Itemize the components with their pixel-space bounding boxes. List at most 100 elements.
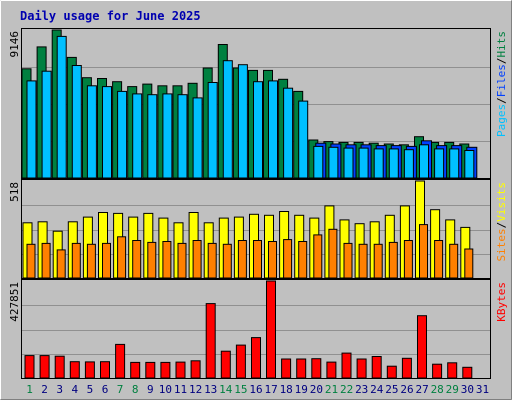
day-label-31: 31 <box>476 383 489 396</box>
bar-kbytes-day-24 <box>371 356 382 379</box>
day-label-6: 6 <box>102 383 109 396</box>
bar-pages-day-3 <box>56 35 67 179</box>
day-label-12: 12 <box>189 383 202 396</box>
bar-sites-day-12 <box>192 240 202 279</box>
bar-pages-day-29 <box>449 148 460 179</box>
panel-bottom: 427851 KBytes <box>8 279 508 379</box>
bar-pages-day-7 <box>117 90 128 179</box>
bar-kbytes-day-9 <box>145 361 156 379</box>
day-label-3: 3 <box>56 383 63 396</box>
day-label-19: 19 <box>295 383 308 396</box>
bar-pages-day-11 <box>177 94 188 179</box>
day-label-5: 5 <box>87 383 94 396</box>
bar-kbytes-day-1 <box>24 355 35 379</box>
bar-sites-day-29 <box>449 243 459 279</box>
day-label-13: 13 <box>204 383 217 396</box>
bar-pages-day-27 <box>419 144 429 179</box>
bar-kbytes-day-15 <box>235 344 246 379</box>
bar-sites-day-11 <box>177 242 187 279</box>
day-label-28: 28 <box>431 383 444 396</box>
day-label-26: 26 <box>400 383 413 396</box>
bar-sites-day-2 <box>41 242 51 279</box>
panel-middle: 518 Sites/Visits <box>8 179 508 279</box>
bar-pages-day-23 <box>358 147 369 179</box>
bar-sites-day-28 <box>434 240 444 279</box>
panel-middle-bars <box>22 180 474 279</box>
legend-sites: Sites <box>495 228 508 261</box>
bar-sites-day-17 <box>268 241 277 279</box>
day-label-11: 11 <box>174 383 187 396</box>
day-label-14: 14 <box>219 383 233 396</box>
day-label-16: 16 <box>249 383 262 396</box>
day-label-9: 9 <box>147 383 154 396</box>
bar-pages-day-21 <box>328 146 339 179</box>
panel-bottom-legend: KBytes <box>495 282 508 322</box>
bar-sites-day-26 <box>403 240 413 279</box>
bar-sites-day-21 <box>328 228 338 279</box>
day-label-27: 27 <box>415 383 428 396</box>
day-label-24: 24 <box>370 383 384 396</box>
bar-pages-day-22 <box>343 147 354 179</box>
day-label-25: 25 <box>385 383 398 396</box>
bar-pages-day-26 <box>403 149 414 179</box>
day-label-23: 23 <box>355 383 368 396</box>
bar-kbytes-day-5 <box>84 361 95 379</box>
bar-kbytes-day-16 <box>251 337 261 379</box>
bar-pages-day-20 <box>313 145 324 179</box>
day-label-30: 30 <box>461 383 474 396</box>
bar-pages-day-6 <box>102 86 112 179</box>
bar-sites-day-18 <box>283 239 293 279</box>
bar-sites-day-4 <box>71 242 81 279</box>
legend-hits: Hits <box>495 31 508 58</box>
bar-pages-day-10 <box>162 93 173 179</box>
bar-kbytes-day-6 <box>100 361 110 379</box>
bar-pages-day-13 <box>207 82 218 179</box>
bar-pages-day-8 <box>132 93 143 179</box>
legend-pages: Pages <box>495 104 508 137</box>
bar-sites-day-1 <box>26 243 36 279</box>
legend-files: Files <box>495 64 508 97</box>
bar-kbytes-day-4 <box>69 361 80 379</box>
bar-sites-day-30 <box>464 248 474 279</box>
bar-kbytes-day-7 <box>115 343 126 379</box>
bar-sites-day-27 <box>419 224 428 279</box>
day-label-4: 4 <box>71 383 78 396</box>
bar-kbytes-day-8 <box>130 361 141 379</box>
legend-separator: / <box>495 58 508 65</box>
bar-pages-day-2 <box>41 70 52 179</box>
bar-kbytes-day-22 <box>341 352 352 379</box>
panel-middle-legend: Sites/Visits <box>495 182 508 262</box>
bar-pages-day-16 <box>253 81 263 179</box>
bar-kbytes-day-11 <box>175 361 186 379</box>
day-label-15: 15 <box>234 383 247 396</box>
bar-sites-day-13 <box>207 242 217 279</box>
panel-top: 9146 Pages/Files/Hits <box>8 28 508 179</box>
bar-kbytes-day-13 <box>205 303 216 379</box>
bar-sites-day-24 <box>373 243 383 279</box>
bar-kbytes-day-10 <box>160 361 171 379</box>
bar-kbytes-day-2 <box>39 355 50 379</box>
day-label-2: 2 <box>41 383 48 396</box>
bar-sites-day-20 <box>313 234 323 279</box>
bar-pages-day-24 <box>373 148 384 179</box>
bar-sites-day-14 <box>222 243 232 279</box>
bar-sites-day-23 <box>358 243 368 279</box>
bar-kbytes-day-17 <box>266 280 276 379</box>
bar-kbytes-day-14 <box>220 350 231 379</box>
bar-pages-day-1 <box>26 80 37 179</box>
bar-pages-day-9 <box>147 94 158 179</box>
bar-sites-day-25 <box>388 241 398 279</box>
panel-bottom-y-max-label: 427851 <box>8 282 21 322</box>
bar-kbytes-day-30 <box>462 366 473 379</box>
panel-top-y-max-label: 9146 <box>8 31 21 58</box>
bar-sites-day-15 <box>237 240 247 279</box>
panel-middle-y-max-label: 518 <box>8 182 21 202</box>
legend-kbytes: KBytes <box>495 282 508 322</box>
bar-pages-day-25 <box>388 148 399 179</box>
bar-kbytes-day-28 <box>432 363 443 379</box>
bar-pages-day-19 <box>298 100 309 179</box>
bar-kbytes-day-23 <box>356 358 367 379</box>
day-label-29: 29 <box>446 383 459 396</box>
